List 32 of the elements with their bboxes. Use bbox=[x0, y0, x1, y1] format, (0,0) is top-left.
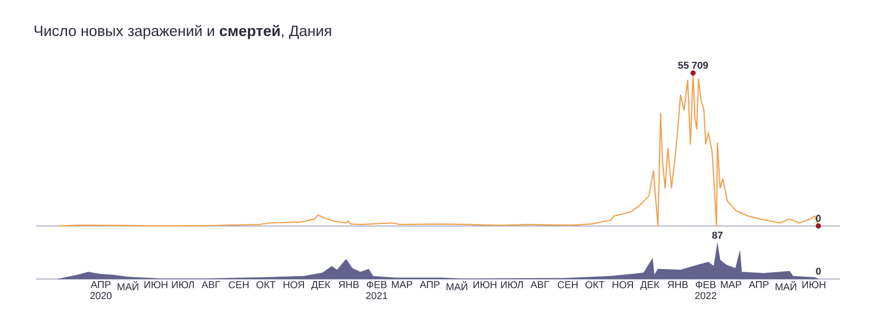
text: 87 bbox=[712, 232, 723, 239]
x-tick-label: МАЙ bbox=[118, 281, 138, 290]
x-tick-label: АВГ bbox=[530, 281, 550, 288]
x-tick-label: МАЙ bbox=[776, 281, 796, 290]
x-tick-label: ФЕВ 2021 bbox=[366, 281, 388, 300]
x-tick-label: НОЯ bbox=[284, 281, 304, 288]
annotation: 0 bbox=[816, 268, 821, 275]
x-tick-label: МАР bbox=[720, 281, 742, 288]
x-tick-label: МАР bbox=[392, 281, 412, 288]
x-tick-label: ИЮЛ bbox=[501, 281, 523, 288]
annotation: 0 bbox=[816, 214, 821, 222]
x-tick-label: ИЮН bbox=[144, 281, 168, 288]
x-tick-label: АПР bbox=[748, 281, 769, 288]
x-tick-label: ЯНВ bbox=[668, 281, 688, 288]
x-tick-label: НОЯ bbox=[612, 281, 633, 288]
x-tick-label: СЕН bbox=[228, 281, 249, 288]
x-tick-label: СЕН bbox=[558, 281, 578, 288]
x-tick-label: ОКТ bbox=[585, 281, 604, 288]
x-tick-label: ДЕК bbox=[640, 281, 660, 290]
x-tick-label: ЯНВ bbox=[338, 281, 359, 288]
x-tick-label: ИЮЛ bbox=[172, 281, 194, 288]
x-tick-label: ОКТ bbox=[256, 281, 276, 288]
x-tick-label: АПР 2020 bbox=[90, 281, 112, 300]
x-tick-label: АПР bbox=[420, 281, 440, 288]
x-tick-label: МАЙ bbox=[446, 281, 468, 290]
chart-title: Число новых заражений и смертей, Дания bbox=[34, 24, 332, 40]
text: 55 709 bbox=[678, 62, 708, 69]
x-tick-label: ДЕК bbox=[311, 281, 330, 290]
x-tick-label: АВГ bbox=[202, 281, 220, 288]
x-tick-label: ИЮН bbox=[802, 281, 826, 288]
x-tick-label: ФЕВ 2022 bbox=[695, 281, 716, 300]
x-tick-label: ИЮН bbox=[473, 281, 496, 288]
